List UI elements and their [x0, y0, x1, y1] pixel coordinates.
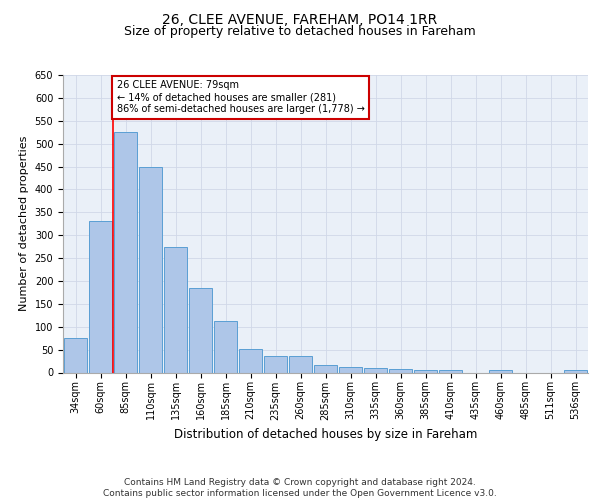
Bar: [564, 370, 587, 372]
Bar: [364, 368, 387, 372]
Bar: [314, 364, 337, 372]
Bar: [114, 132, 137, 372]
Text: Contains HM Land Registry data © Crown copyright and database right 2024.
Contai: Contains HM Land Registry data © Crown c…: [103, 478, 497, 498]
Bar: [339, 366, 362, 372]
Bar: [439, 370, 462, 372]
Bar: [289, 356, 312, 372]
Bar: [264, 356, 287, 372]
Bar: [189, 288, 212, 372]
Text: 26, CLEE AVENUE, FAREHAM, PO14 1RR: 26, CLEE AVENUE, FAREHAM, PO14 1RR: [163, 12, 437, 26]
Bar: [239, 348, 262, 372]
Bar: [164, 246, 187, 372]
Bar: [139, 166, 162, 372]
Y-axis label: Number of detached properties: Number of detached properties: [19, 136, 29, 312]
Text: 26 CLEE AVENUE: 79sqm
← 14% of detached houses are smaller (281)
86% of semi-det: 26 CLEE AVENUE: 79sqm ← 14% of detached …: [117, 80, 365, 114]
Text: Size of property relative to detached houses in Fareham: Size of property relative to detached ho…: [124, 25, 476, 38]
Bar: [414, 370, 437, 372]
Bar: [214, 321, 237, 372]
Bar: [64, 338, 87, 372]
X-axis label: Distribution of detached houses by size in Fareham: Distribution of detached houses by size …: [174, 428, 477, 441]
Bar: [389, 369, 412, 372]
Bar: [89, 222, 112, 372]
Bar: [489, 370, 512, 372]
